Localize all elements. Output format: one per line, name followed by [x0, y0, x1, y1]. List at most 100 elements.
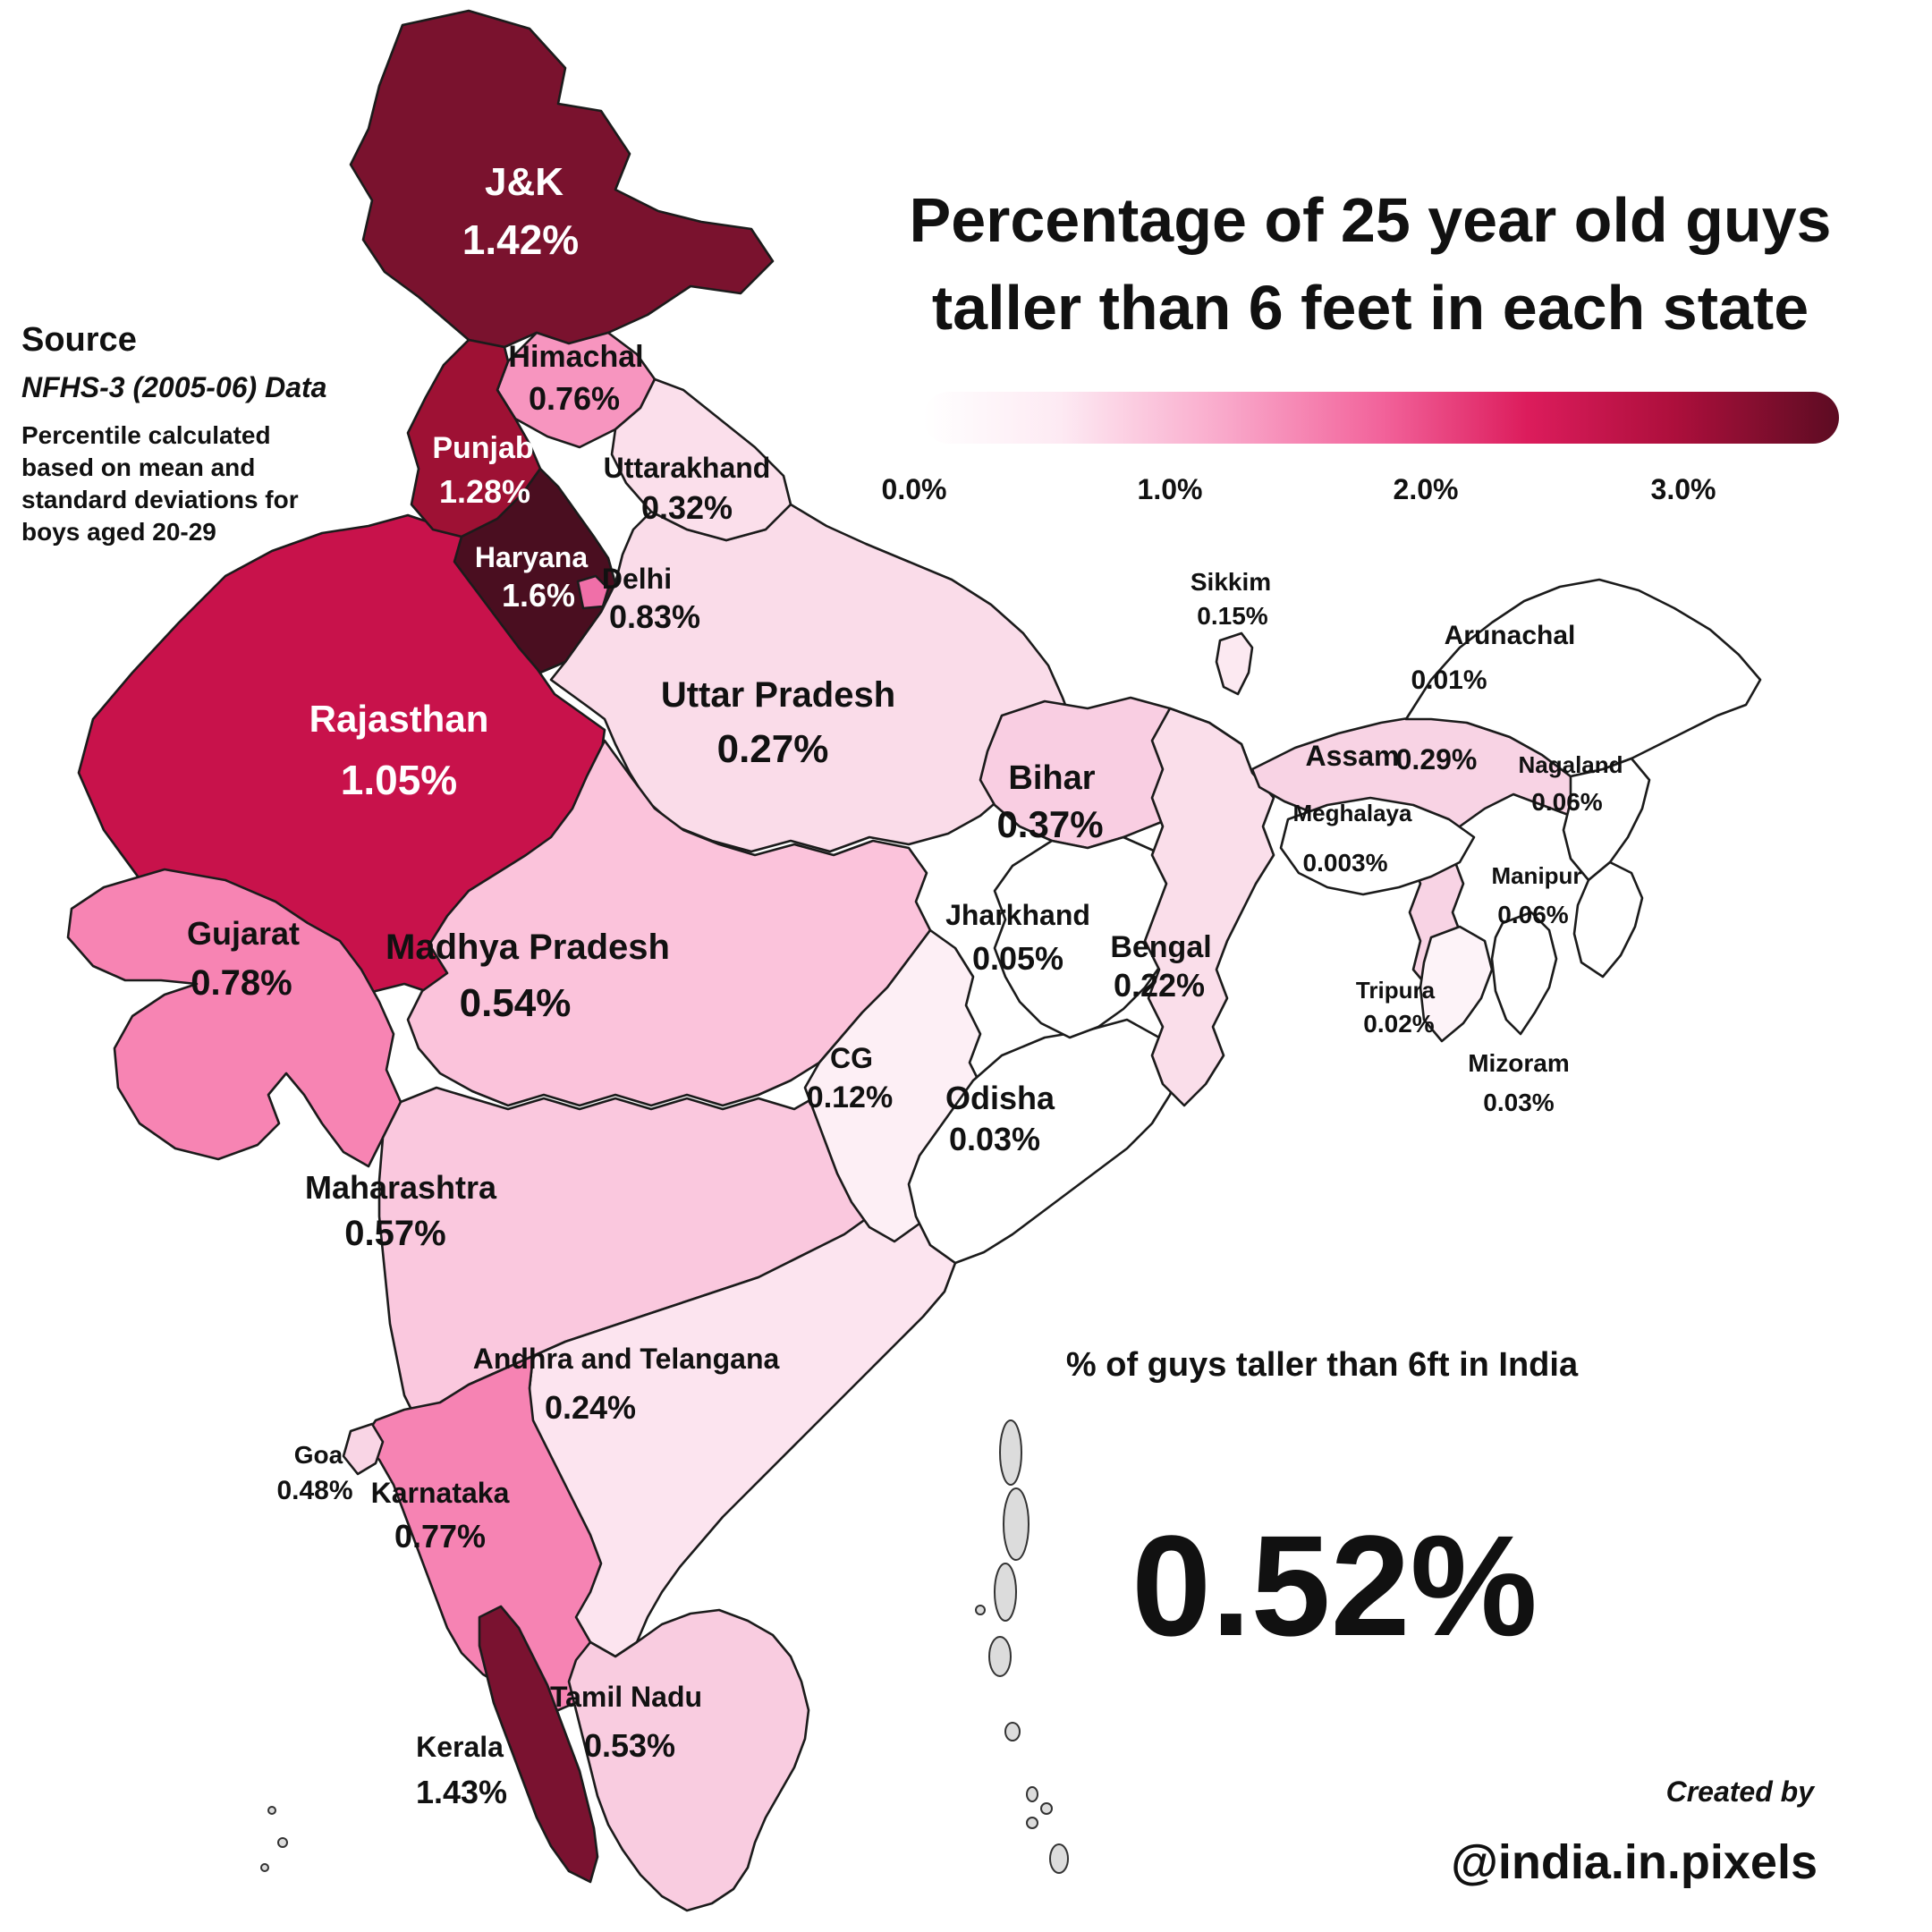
state-shape-bengal	[1143, 707, 1275, 1107]
state-value-himachal: 0.76%	[529, 380, 620, 417]
state-value-maharashtra: 0.57%	[344, 1214, 445, 1253]
state-label-odisha: Odisha	[945, 1080, 1055, 1116]
state-label-manipur: Manipur	[1491, 862, 1581, 889]
page-title-line2: taller than 6 feet in each state	[932, 273, 1809, 343]
state-value-uttar-pradesh: 0.27%	[717, 727, 829, 771]
source-note-line2: based on mean and	[21, 453, 255, 481]
state-value-meghalaya: 0.003%	[1303, 849, 1388, 877]
state-value-mizoram: 0.03%	[1483, 1089, 1554, 1116]
state-value-haryana: 1.6%	[502, 577, 575, 614]
state-label-arunachal: Arunachal	[1445, 621, 1576, 650]
state-value-tamil-nadu: 0.53%	[584, 1727, 675, 1764]
state-value-rajasthan: 1.05%	[341, 757, 457, 803]
state-label-andhra-and-telangana: Andhra and Telangana	[473, 1343, 780, 1375]
state-labels: J&K 1.42% Himachal 0.76% Punjab 1.28% Ut…	[187, 160, 1623, 1810]
state-shape-kerala	[478, 1605, 599, 1884]
state-label-maharashtra: Maharashtra	[305, 1169, 497, 1206]
legend-tick-1: 1.0%	[1138, 473, 1203, 505]
state-label-haryana: Haryana	[475, 541, 589, 573]
state-label-kerala: Kerala	[416, 1731, 504, 1763]
state-label-mizoram: Mizoram	[1468, 1049, 1570, 1077]
state-shape-gujarat	[66, 868, 402, 1168]
state-label-tamil-nadu: Tamil Nadu	[550, 1681, 702, 1713]
state-shape-tamil-nadu	[567, 1608, 810, 1912]
national-summary: % of guys taller than 6ft in India 0.52%	[1066, 1346, 1579, 1665]
state-label-jk: J&K	[485, 160, 564, 204]
state-shape-tripura	[1419, 925, 1494, 1043]
page-title-line1: Percentage of 25 year old guys	[910, 185, 1832, 255]
state-shape-odisha	[907, 1018, 1182, 1265]
state-value-uttarakhand: 0.32%	[641, 489, 733, 526]
source-note-line1: Percentile calculated	[21, 421, 271, 449]
state-label-uttarakhand: Uttarakhand	[604, 452, 771, 484]
state-shape-jk	[349, 9, 775, 349]
state-shape-nagaland	[1562, 757, 1651, 882]
lakshadweep-islands	[260, 1806, 288, 1872]
state-value-madhya-pradesh: 0.54%	[460, 981, 572, 1025]
state-value-karnataka: 0.77%	[394, 1518, 486, 1555]
state-value-arunachal: 0.01%	[1411, 665, 1487, 695]
legend-tick-2: 2.0%	[1394, 473, 1459, 505]
state-shape-manipur	[1572, 860, 1644, 979]
summary-label: % of guys taller than 6ft in India	[1066, 1346, 1579, 1384]
state-value-jharkhand: 0.05%	[972, 940, 1063, 977]
state-label-cg: CG	[830, 1042, 873, 1074]
state-shape-uttar-pradesh	[549, 503, 1075, 853]
state-shape-sikkim	[1215, 631, 1254, 696]
state-value-bengal: 0.22%	[1114, 967, 1205, 1004]
state-value-punjab: 1.28%	[439, 473, 530, 510]
legend-tick-3: 3.0%	[1651, 473, 1716, 505]
state-shape-delhi	[576, 574, 610, 610]
legend-tick-0: 0.0%	[882, 473, 947, 505]
state-label-rajasthan: Rajasthan	[309, 698, 489, 740]
state-value-nagaland: 0.06%	[1531, 788, 1602, 816]
state-label-meghalaya: Meghalaya	[1293, 800, 1412, 826]
state-label-bihar: Bihar	[1008, 759, 1095, 797]
source-block: Source NFHS-3 (2005-06) Data Percentile …	[21, 321, 326, 546]
state-value-delhi: 0.83%	[609, 598, 700, 635]
state-label-assam: Assam	[1306, 740, 1400, 772]
state-label-madhya-pradesh: Madhya Pradesh	[386, 928, 670, 967]
state-value-bihar: 0.37%	[996, 803, 1103, 845]
state-value-cg: 0.12%	[807, 1080, 893, 1114]
state-label-jharkhand: Jharkhand	[945, 899, 1090, 931]
source-heading: Source	[21, 321, 137, 359]
state-value-sikkim: 0.15%	[1197, 602, 1267, 630]
credit-handle: @india.in.pixels	[1451, 1835, 1818, 1889]
color-scale-legend: 0.0% 1.0% 2.0% 3.0%	[882, 392, 1839, 505]
andaman-nicobar-islands	[975, 1419, 1069, 1874]
state-value-jk: 1.42%	[462, 216, 579, 263]
state-label-gujarat: Gujarat	[187, 915, 300, 952]
state-label-uttar-pradesh: Uttar Pradesh	[661, 675, 895, 715]
state-shape-uttarakhand	[610, 377, 792, 542]
state-shape-mizoram	[1490, 911, 1558, 1036]
state-label-sikkim: Sikkim	[1191, 568, 1271, 596]
source-dataset: NFHS-3 (2005-06) Data	[21, 371, 326, 403]
state-label-himachal: Himachal	[508, 340, 643, 374]
state-label-goa: Goa	[294, 1441, 343, 1469]
credit-block: Created by @india.in.pixels	[1451, 1775, 1818, 1889]
state-label-punjab: Punjab	[432, 431, 533, 465]
summary-value: 0.52%	[1131, 1505, 1538, 1665]
state-value-odisha: 0.03%	[949, 1121, 1040, 1157]
state-shape-madhya-pradesh	[406, 739, 932, 1107]
state-label-tripura: Tripura	[1356, 977, 1436, 1004]
source-note-line3: standard deviations for	[21, 486, 299, 513]
state-value-andhra-and-telangana: 0.24%	[545, 1389, 636, 1426]
state-value-assam: 0.29%	[1396, 743, 1478, 775]
map	[66, 9, 1762, 1912]
state-label-karnataka: Karnataka	[371, 1477, 510, 1509]
source-note-line4: boys aged 20-29	[21, 518, 216, 546]
state-value-tripura: 0.02%	[1363, 1010, 1434, 1038]
state-label-nagaland: Nagaland	[1518, 751, 1623, 778]
credit-prefix: Created by	[1666, 1775, 1817, 1808]
state-shape-goa	[342, 1422, 385, 1476]
state-shape-arunachal	[1404, 578, 1762, 778]
state-shape-haryana	[453, 467, 617, 674]
legend-gradient-bar	[923, 392, 1839, 444]
state-value-goa: 0.48%	[276, 1476, 352, 1505]
state-label-delhi: Delhi	[602, 563, 672, 595]
state-value-gujarat: 0.78%	[191, 963, 292, 1003]
